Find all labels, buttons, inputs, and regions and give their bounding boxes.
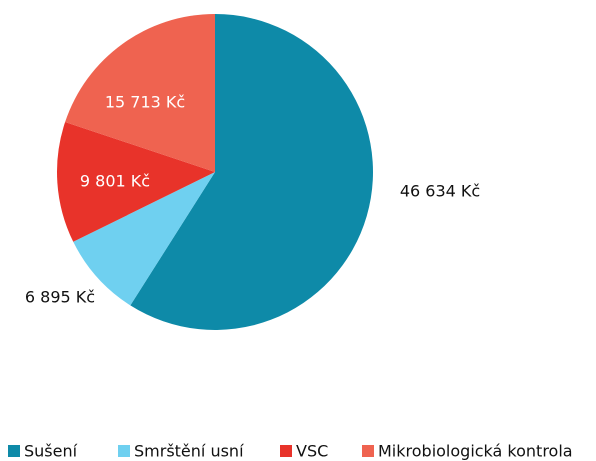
pie-slice (73, 172, 215, 306)
legend-label: Mikrobiologická kontrola (378, 442, 573, 461)
pie-slice (130, 14, 373, 330)
legend-swatch (362, 445, 374, 457)
data-label: 46 634 Kč (400, 182, 480, 201)
legend-label: Smrštění usní (134, 442, 244, 461)
pie-slice (65, 13, 216, 172)
legend-label: VSC (296, 442, 328, 461)
legend-swatch (280, 445, 292, 457)
data-label: 6 895 Kč (25, 288, 95, 307)
data-label: 9 801 Kč (80, 172, 150, 191)
pie-slice (57, 122, 215, 242)
legend-swatch (8, 445, 20, 457)
legend-swatch (118, 445, 130, 457)
data-label: 15 713 Kč (105, 93, 185, 112)
legend-label: Sušení (24, 442, 78, 461)
